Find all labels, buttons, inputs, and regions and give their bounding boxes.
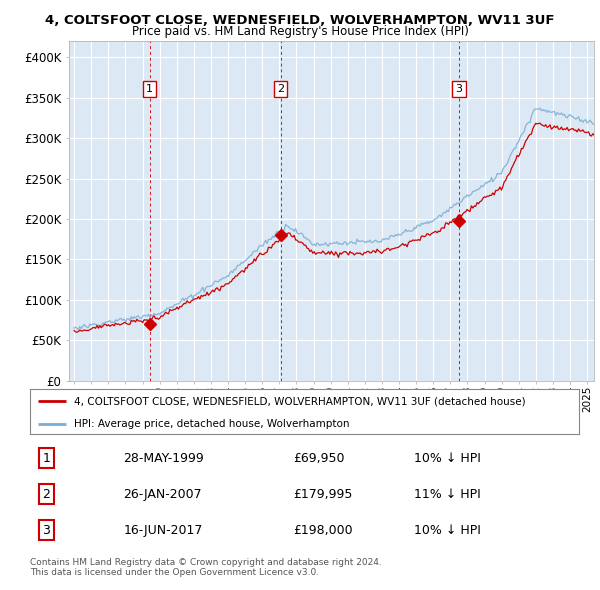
- Text: 16-JUN-2017: 16-JUN-2017: [124, 524, 203, 537]
- Text: HPI: Average price, detached house, Wolverhampton: HPI: Average price, detached house, Wolv…: [74, 419, 349, 429]
- Text: 4, COLTSFOOT CLOSE, WEDNESFIELD, WOLVERHAMPTON, WV11 3UF: 4, COLTSFOOT CLOSE, WEDNESFIELD, WOLVERH…: [45, 14, 555, 27]
- Text: 2: 2: [277, 84, 284, 94]
- Text: 3: 3: [455, 84, 463, 94]
- Text: £69,950: £69,950: [293, 451, 345, 464]
- Text: 1: 1: [43, 451, 50, 464]
- Text: 4, COLTSFOOT CLOSE, WEDNESFIELD, WOLVERHAMPTON, WV11 3UF (detached house): 4, COLTSFOOT CLOSE, WEDNESFIELD, WOLVERH…: [74, 396, 526, 407]
- Text: Contains HM Land Registry data © Crown copyright and database right 2024.
This d: Contains HM Land Registry data © Crown c…: [30, 558, 382, 577]
- Text: Price paid vs. HM Land Registry's House Price Index (HPI): Price paid vs. HM Land Registry's House …: [131, 25, 469, 38]
- Text: £198,000: £198,000: [293, 524, 353, 537]
- Text: 10% ↓ HPI: 10% ↓ HPI: [414, 524, 481, 537]
- Text: 26-JAN-2007: 26-JAN-2007: [124, 487, 202, 501]
- Text: 28-MAY-1999: 28-MAY-1999: [124, 451, 204, 464]
- Text: 1: 1: [146, 84, 153, 94]
- Text: £179,995: £179,995: [293, 487, 353, 501]
- Text: 2: 2: [43, 487, 50, 501]
- Text: 11% ↓ HPI: 11% ↓ HPI: [414, 487, 481, 501]
- Text: 10% ↓ HPI: 10% ↓ HPI: [414, 451, 481, 464]
- Text: 3: 3: [43, 524, 50, 537]
